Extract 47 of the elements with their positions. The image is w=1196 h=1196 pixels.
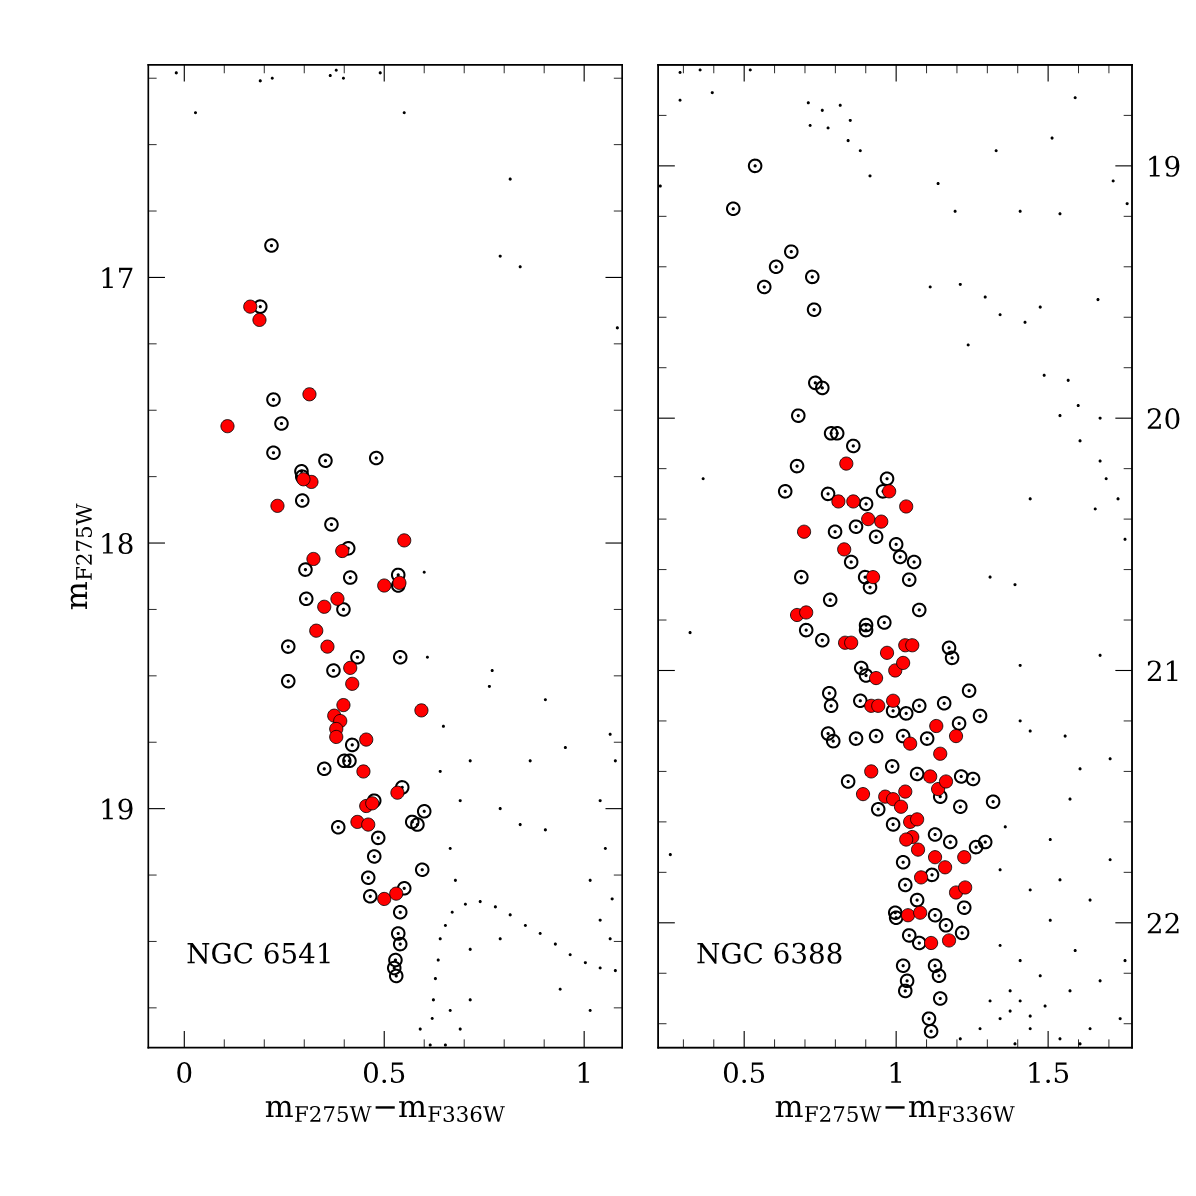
point [392,904,408,920]
x-tick-label: 0.5 [363,1062,405,1084]
point [344,737,360,753]
y2-tick-label: 21 [1147,660,1178,682]
annotation: NGC 6388 [697,942,842,964]
point [342,570,358,585]
point [410,817,425,832]
point [318,453,333,468]
point [326,663,341,678]
point [281,639,296,654]
point [416,804,432,819]
point [324,517,339,532]
point [392,649,408,665]
x-tick-label: 1.5 [1029,1062,1069,1084]
y-axis-title: m$_{F275W}$ [70,503,93,610]
x-axis-title: m$_{F275W}$−m$_{F336W}$ [265,1100,505,1123]
y-tick-label: 18 [102,532,133,554]
point [266,445,281,461]
point [266,392,281,407]
y2-tick-label: 20 [1147,408,1180,430]
y2-tick-label: 19 [1149,155,1180,177]
point [295,493,310,508]
x-tick-label: 0.5 [723,1062,765,1084]
point [388,968,404,984]
y-tick-label: 19 [102,798,133,820]
point [316,761,332,777]
point [274,416,289,431]
point [298,591,314,607]
point [370,830,386,846]
point [264,238,279,253]
point [414,862,430,878]
x-tick-label: 1 [890,1062,902,1083]
point [392,936,408,952]
y2-tick-label: 22 [1147,912,1179,934]
point [360,870,376,885]
annotation: NGC 6541 [187,942,330,964]
point [330,819,346,835]
point [366,849,382,864]
point [362,889,378,904]
x-axis-title: m$_{F275W}$−m$_{F336W}$ [775,1100,1015,1123]
point [342,753,357,769]
point [281,673,296,689]
x-tick-label: 0 [177,1062,192,1084]
y-tick-label: 17 [102,267,133,288]
point [298,562,313,577]
point [368,450,384,466]
x-tick-label: 1 [578,1062,590,1083]
